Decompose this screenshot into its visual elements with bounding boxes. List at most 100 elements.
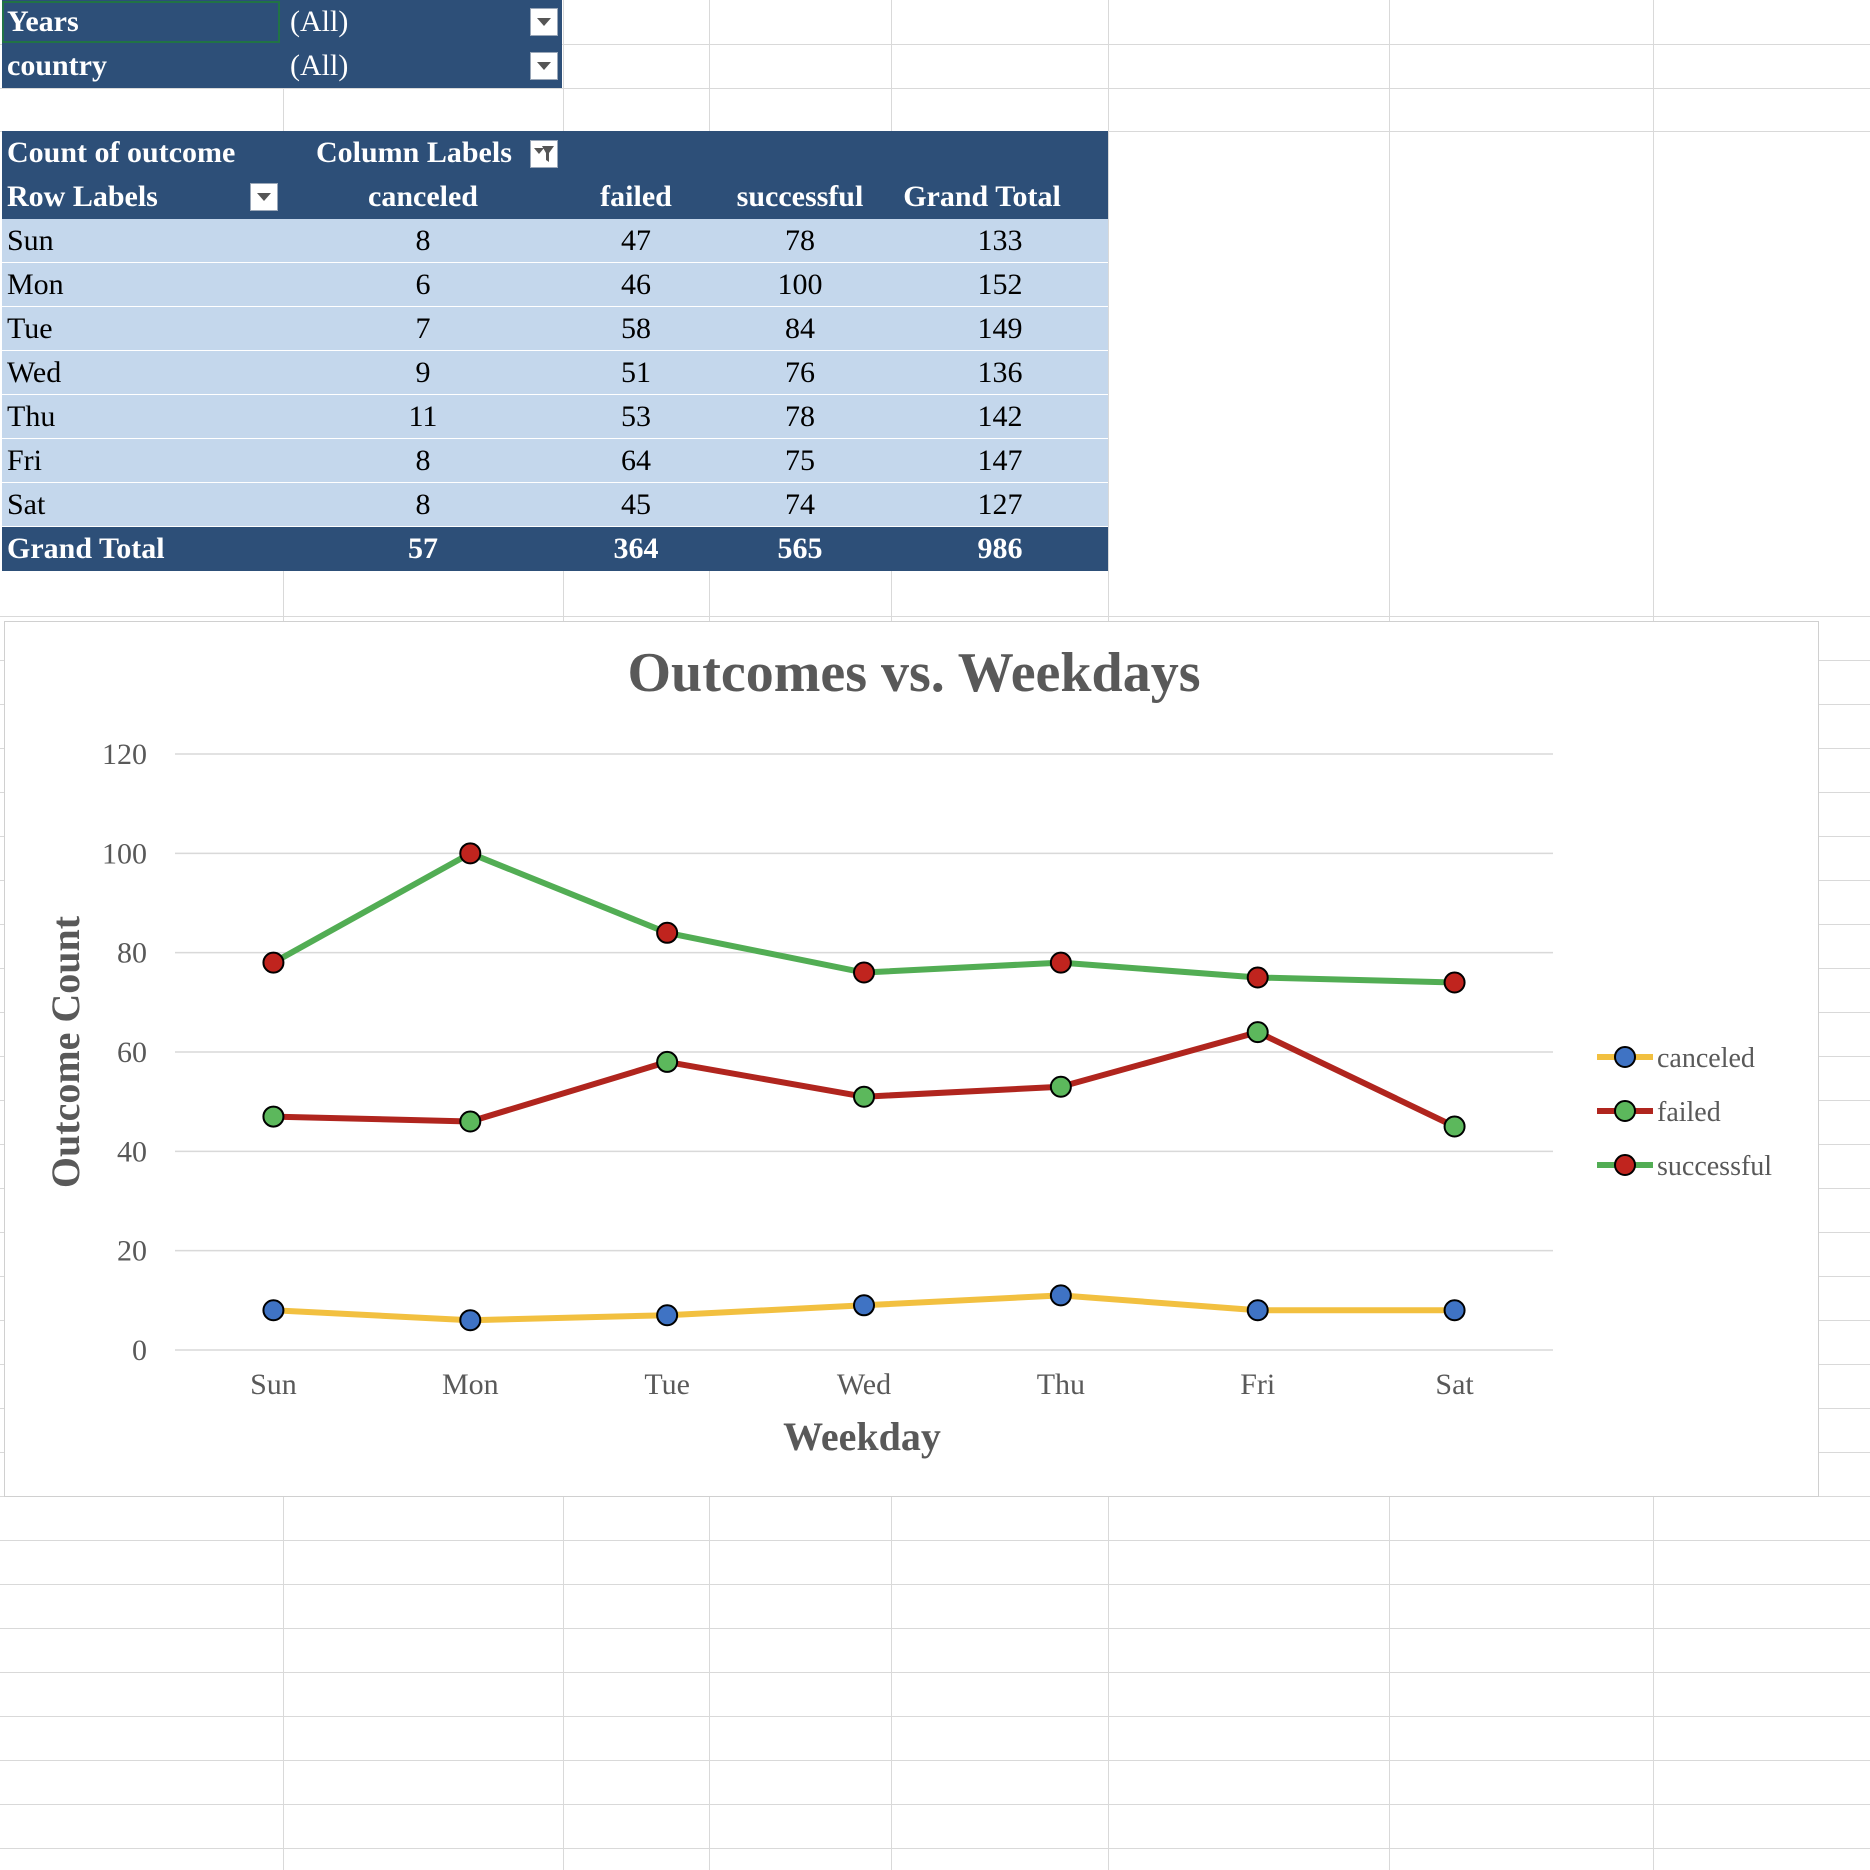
years-filter-dropdown[interactable] [530, 8, 558, 36]
filter-value-country: (All) [290, 49, 349, 82]
cell-successful: 76 [785, 356, 815, 389]
data-point-successful [1443, 971, 1466, 994]
legend-label-canceled: canceled [1657, 1043, 1755, 1074]
y-tick-label: 60 [117, 1036, 147, 1069]
cell-canceled: 7 [415, 312, 431, 345]
row-label: Fri [7, 444, 43, 477]
y-axis-title: Outcome Count [43, 915, 88, 1188]
cell-grand-total: 152 [977, 268, 1023, 301]
y-tick-label: 40 [117, 1135, 147, 1168]
dropdown-arrow-icon [257, 193, 271, 201]
row-label: Tue [7, 312, 53, 345]
filter-dropdown-icon [534, 146, 554, 162]
grand-total-failed: 364 [613, 532, 659, 565]
cell-canceled: 8 [415, 224, 431, 257]
plot-area: 0 20 40 60 80 100 120 Sun Mon Tue Wed Thu Fri Sat [102, 738, 1553, 1401]
cell-canceled: 9 [415, 356, 431, 389]
cell-canceled: 11 [408, 400, 438, 433]
pivot-value-field: Count of outcome [7, 136, 236, 169]
data-point-canceled [1443, 1299, 1466, 1322]
data-point-failed [262, 1105, 285, 1128]
legend-marker-failed [1614, 1100, 1636, 1122]
cell-canceled: 6 [415, 268, 431, 301]
cell-failed: 51 [621, 356, 651, 389]
y-tick-label: 80 [117, 937, 147, 970]
dropdown-arrow-icon [537, 18, 551, 26]
data-point-canceled [656, 1304, 679, 1327]
cell-canceled: 8 [415, 444, 431, 477]
cell-successful: 100 [777, 268, 823, 301]
grand-total-successful: 565 [777, 532, 823, 565]
x-tick-label: Thu [1037, 1368, 1085, 1401]
filter-band [2, 0, 562, 88]
selected-cell[interactable] [2, 1, 280, 43]
x-tick-label: Sat [1435, 1368, 1474, 1401]
data-point-canceled [262, 1299, 285, 1322]
data-point-failed [459, 1110, 482, 1133]
series-line-failed [270, 1029, 1458, 1130]
dropdown-arrow-icon [537, 62, 551, 70]
grand-total-label: Grand Total [7, 532, 165, 565]
data-point-canceled [853, 1294, 875, 1317]
column-header-successful: successful [736, 180, 864, 213]
cell-grand-total: 142 [977, 400, 1023, 433]
column-labels-filter-button[interactable] [530, 140, 558, 168]
cell-failed: 53 [621, 400, 651, 433]
data-point-failed [1246, 1021, 1269, 1044]
cell-failed: 58 [621, 312, 651, 345]
data-point-successful [262, 951, 285, 974]
cell-successful: 75 [785, 444, 815, 477]
filter-label-country: country [7, 49, 107, 82]
data-point-successful [1246, 966, 1269, 989]
data-point-successful [853, 961, 875, 984]
chart-legend[interactable]: canceled failed successful [1597, 1043, 1772, 1182]
column-header-canceled: canceled [368, 180, 478, 213]
grand-total-canceled: 57 [408, 532, 438, 565]
cell-grand-total: 149 [977, 312, 1023, 345]
grand-total-grand-total: 986 [977, 532, 1023, 565]
cell-grand-total: 127 [977, 488, 1023, 521]
cell-successful: 74 [785, 488, 815, 521]
cell-canceled: 8 [415, 488, 431, 521]
data-point-failed [1443, 1115, 1466, 1138]
row-label: Sun [7, 224, 54, 257]
filter-value-years: (All) [290, 5, 349, 38]
row-label: Sat [7, 488, 46, 521]
cell-failed: 46 [621, 268, 651, 301]
y-tick-label: 20 [117, 1235, 147, 1268]
row-label: Wed [7, 356, 62, 389]
x-tick-label: Sun [250, 1368, 297, 1401]
y-tick-label: 120 [102, 738, 147, 771]
legend-label-successful: successful [1657, 1151, 1772, 1182]
row-labels-filter-button[interactable] [250, 183, 278, 211]
line-chart[interactable]: Outcomes vs. Weekdays Weekday Outcome Co… [4, 621, 1819, 1497]
chart-canvas: Outcomes vs. Weekdays Weekday Outcome Co… [43, 642, 1772, 1459]
data-point-successful [459, 842, 482, 865]
data-point-successful [656, 921, 679, 944]
x-tick-label: Tue [644, 1368, 690, 1401]
cell-grand-total: 147 [977, 444, 1023, 477]
data-point-failed [1049, 1075, 1072, 1098]
column-header-failed: failed [600, 180, 672, 213]
cell-failed: 45 [621, 488, 651, 521]
country-filter-dropdown[interactable] [530, 52, 558, 80]
cell-successful: 78 [785, 224, 815, 257]
pivot-column-labels: Column Labels [316, 136, 512, 169]
pivot-row-labels: Row Labels [7, 180, 158, 213]
row-label: Thu [7, 400, 56, 433]
y-tick-label: 0 [132, 1334, 147, 1367]
x-tick-label: Mon [442, 1368, 499, 1401]
x-tick-label: Wed [837, 1368, 891, 1401]
cell-grand-total: 133 [977, 224, 1023, 257]
row-label: Mon [7, 268, 64, 301]
data-point-canceled [1049, 1284, 1072, 1307]
data-point-successful [1049, 951, 1072, 974]
cell-successful: 84 [785, 312, 815, 345]
cell-grand-total: 136 [977, 356, 1023, 389]
x-tick-label: Fri [1240, 1368, 1275, 1401]
data-point-canceled [459, 1309, 482, 1332]
legend-marker-canceled [1614, 1046, 1636, 1068]
legend-label-failed: failed [1657, 1097, 1721, 1128]
data-point-failed [656, 1050, 679, 1073]
cell-failed: 47 [621, 224, 651, 257]
